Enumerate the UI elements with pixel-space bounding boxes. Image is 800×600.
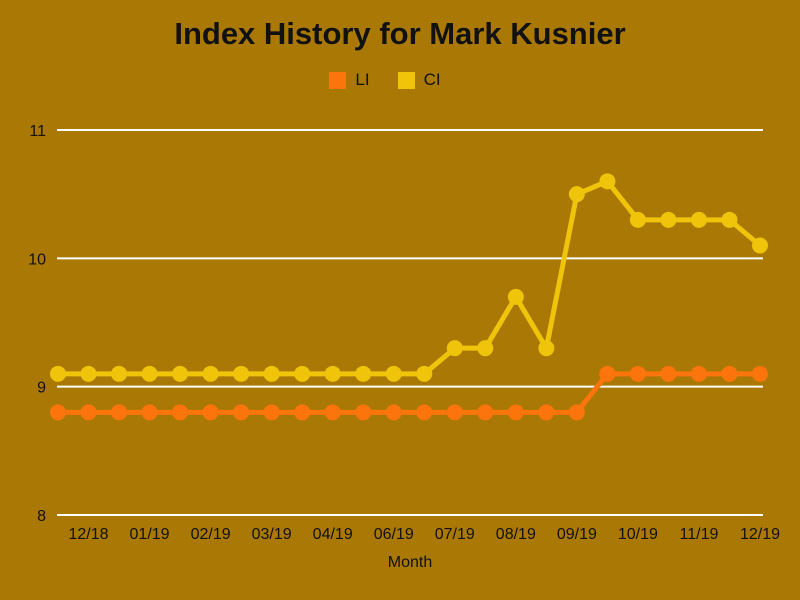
data-point-li — [111, 404, 128, 421]
data-point-ci — [111, 365, 128, 382]
data-point-ci — [538, 340, 555, 357]
legend-swatch-li — [329, 71, 347, 89]
x-tick-label: 12/19 — [740, 526, 780, 543]
chart-legend: LI CI — [0, 70, 785, 90]
legend-item-li: LI — [329, 70, 370, 90]
data-point-li — [629, 365, 646, 382]
x-tick-label: 08/19 — [496, 526, 536, 543]
legend-item-ci: CI — [397, 70, 441, 90]
data-point-li — [355, 404, 372, 421]
data-point-li — [538, 404, 555, 421]
data-point-ci — [233, 365, 250, 382]
data-point-li — [202, 404, 219, 421]
data-point-li — [416, 404, 433, 421]
y-tick-label: 9 — [37, 380, 46, 397]
data-point-ci — [690, 211, 707, 228]
data-point-ci — [629, 211, 646, 228]
data-point-li — [385, 404, 402, 421]
data-point-li — [263, 404, 280, 421]
data-point-li — [660, 365, 677, 382]
x-tick-label: 03/19 — [252, 526, 292, 543]
x-tick-label: 02/19 — [191, 526, 231, 543]
legend-label-ci: CI — [423, 70, 441, 89]
data-point-ci — [202, 365, 219, 382]
data-point-ci — [599, 173, 616, 190]
y-tick-label: 11 — [29, 123, 46, 140]
data-point-li — [446, 404, 463, 421]
data-point-li — [568, 404, 585, 421]
series-line-li — [55, 371, 763, 415]
x-tick-label: 11/19 — [680, 526, 719, 543]
x-tick-label: 04/19 — [313, 526, 353, 543]
data-point-ci — [507, 288, 524, 305]
data-point-ci — [446, 340, 463, 357]
legend-label-li: LI — [355, 70, 370, 89]
x-tick-label: 01/19 — [130, 526, 170, 543]
x-axis-title: Month — [387, 554, 433, 571]
y-tick-label: 8 — [37, 508, 46, 525]
y-tick-label: 10 — [28, 251, 46, 268]
data-point-ci — [752, 237, 768, 254]
data-point-li — [80, 404, 97, 421]
x-tick-label: 06/19 — [374, 526, 414, 543]
data-point-ci — [477, 340, 494, 357]
data-point-li — [324, 404, 341, 421]
data-point-ci — [50, 365, 66, 382]
data-point-ci — [355, 365, 372, 382]
data-point-li — [172, 404, 189, 421]
data-point-ci — [141, 365, 158, 382]
data-point-ci — [172, 365, 189, 382]
data-point-li — [690, 365, 707, 382]
chart-title: Index History for Mark Kusnier — [174, 16, 626, 51]
x-tick-label: 10/19 — [618, 526, 658, 543]
x-tick-label: 12/18 — [68, 526, 108, 543]
data-point-ci — [721, 211, 738, 228]
data-point-li — [294, 404, 311, 421]
legend-swatch-ci — [397, 71, 415, 89]
data-point-li — [141, 404, 158, 421]
data-point-ci — [385, 365, 402, 382]
data-point-li — [721, 365, 738, 382]
series-line-ci — [55, 178, 763, 377]
data-point-li — [599, 365, 616, 382]
data-point-li — [50, 404, 66, 421]
data-point-li — [507, 404, 524, 421]
data-point-ci — [568, 186, 585, 203]
data-point-ci — [263, 365, 280, 382]
data-point-li — [233, 404, 250, 421]
x-tick-label: 09/19 — [557, 526, 597, 543]
data-point-li — [477, 404, 494, 421]
x-tick-label: 07/19 — [435, 526, 475, 543]
data-point-ci — [80, 365, 97, 382]
data-point-ci — [324, 365, 341, 382]
data-point-ci — [294, 365, 311, 382]
data-point-li — [752, 365, 768, 382]
data-point-ci — [660, 211, 677, 228]
data-point-ci — [416, 365, 433, 382]
